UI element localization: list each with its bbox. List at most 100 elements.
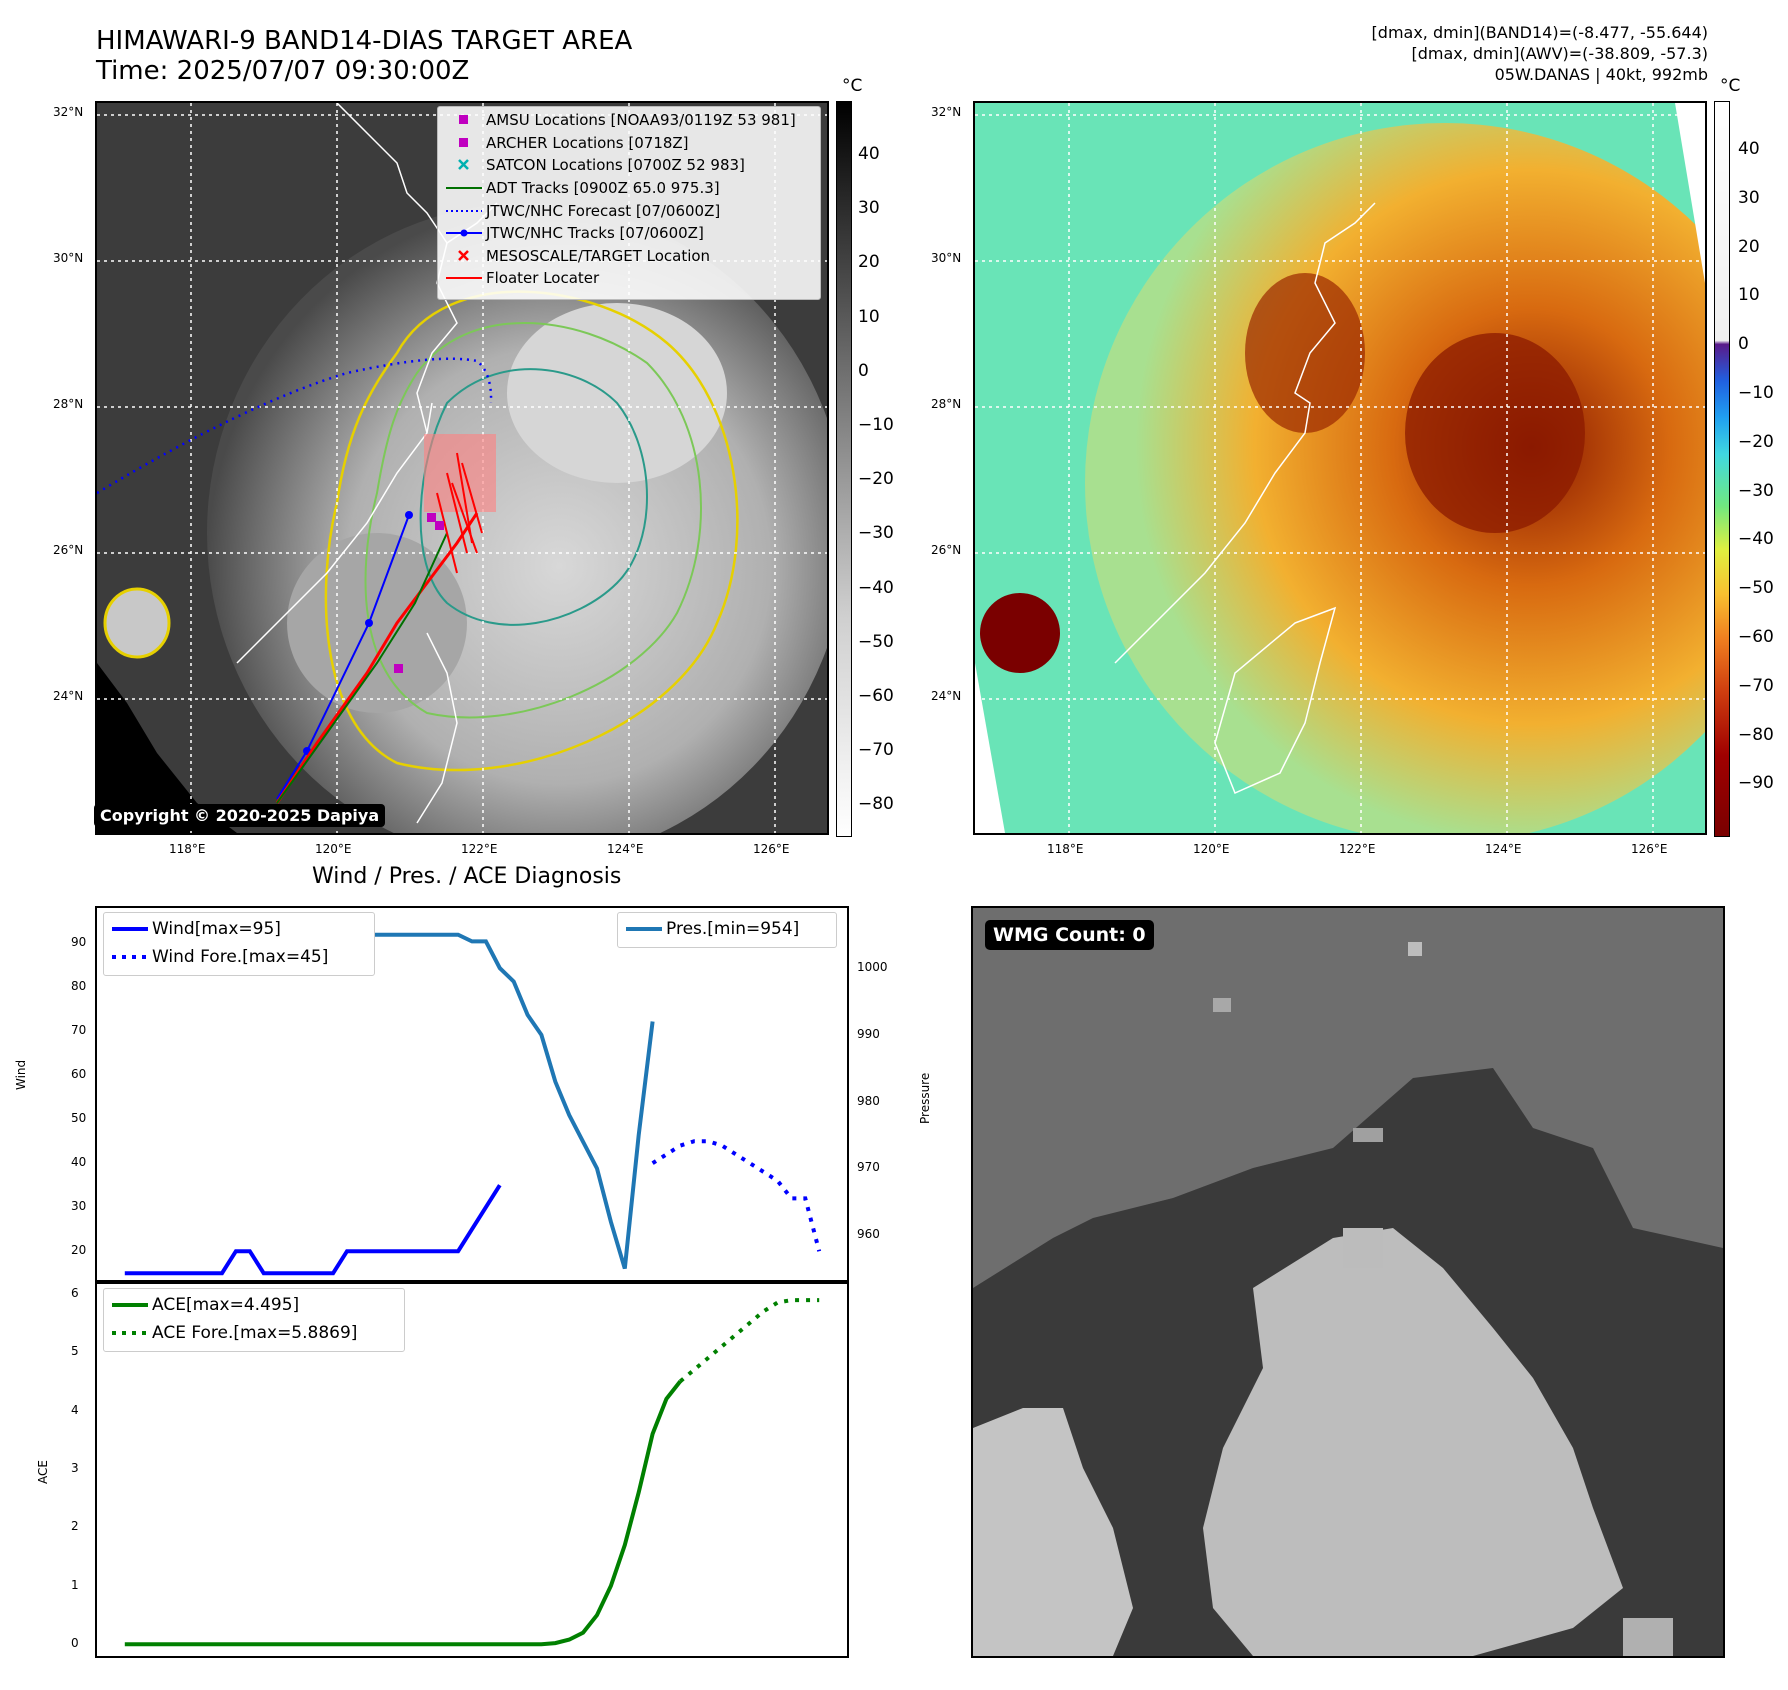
colorbar-tick-label: 30	[1738, 187, 1760, 208]
legend-box-1: AMSU Locations [NOAA93/0119Z 53 981] ARCH…	[437, 106, 821, 300]
wind-axis-label: Wind	[14, 1059, 28, 1090]
diagnosis-title: Wind / Pres. / ACE Diagnosis	[312, 864, 622, 889]
legend-item: AMSU Locations [NOAA93/0119Z 53 981]	[442, 109, 816, 132]
legend-item: Wind[max=95]	[108, 915, 370, 943]
legend-item: Floater Locater	[442, 267, 816, 290]
legend-symbol	[442, 112, 486, 128]
info-awv: [dmax, dmin](AWV)=(-38.809, -57.3)	[1411, 44, 1708, 63]
colorbar-tick-label: −10	[858, 415, 894, 435]
legend-symbol	[442, 180, 486, 196]
colorbar-tick-label: 40	[858, 144, 880, 164]
ace-plot	[124, 1298, 820, 1647]
legend-label: ACE Fore.[max=5.8869]	[152, 1323, 358, 1343]
lat-tick-label: 30°N	[931, 251, 962, 265]
legend-1: AMSU Locations [NOAA93/0119Z 53 981] ARCH…	[437, 106, 821, 300]
y-tick-label: 90	[71, 935, 87, 950]
series-line-1	[679, 1298, 820, 1383]
lon-tick-label: 122°E	[461, 842, 498, 856]
legend-label: Wind[max=95]	[152, 919, 281, 939]
awv-map	[975, 103, 1705, 833]
legend-label: JTWC/NHC Tracks [07/0600Z]	[486, 224, 704, 243]
colorbar-tick-label: −40	[1738, 529, 1774, 550]
figure-title: HIMAWARI-9 BAND14-DIAS TARGET AREA Time:…	[96, 26, 632, 86]
info-band14: [dmax, dmin](BAND14)=(-8.477, -55.644)	[1371, 23, 1708, 42]
legend-label: SATCON Locations [0700Z 52 983]	[486, 156, 745, 175]
legend-label: MESOSCALE/TARGET Location	[486, 246, 711, 265]
lat-tick-label: 24°N	[931, 689, 962, 703]
colorbar-tick-label: 0	[1738, 334, 1749, 355]
lat-tick-label: 32°N	[931, 105, 962, 119]
lon-tick-label: 120°E	[315, 842, 352, 856]
colorbar-1-unit: °C	[842, 76, 863, 96]
y-tick-label: 0	[71, 1636, 79, 1651]
y-tick-label: 70	[71, 1023, 87, 1038]
legend-symbol	[108, 949, 152, 965]
colorbar-tick-label: 0	[858, 360, 869, 381]
y-tick-label-right: 990	[857, 1026, 880, 1041]
y-tick-label: 6	[71, 1285, 79, 1300]
legend-label: Pres.[min=954]	[666, 919, 800, 939]
y-tick-label: 1	[71, 1577, 79, 1592]
y-tick-label-right: 960	[857, 1227, 880, 1242]
colorbar-tick-label: −60	[858, 686, 894, 706]
y-tick-label: 5	[71, 1344, 79, 1359]
legend-symbol	[442, 203, 486, 219]
lat-tick-label: 30°N	[53, 251, 84, 265]
series-line-1	[651, 1139, 822, 1252]
colorbar-tick-label: 20	[858, 252, 880, 273]
legend-1-rows: AMSU Locations [NOAA93/0119Z 53 981] ARCH…	[438, 107, 820, 292]
legend-item: ARCHER Locations [0718Z]	[442, 132, 816, 155]
series-line-0	[124, 1184, 502, 1276]
legend-label: ADT Tracks [0900Z 65.0 975.3]	[486, 179, 720, 198]
copyright-label: Copyright © 2020-2025 Dapiya	[94, 804, 386, 827]
legend-symbol	[622, 921, 666, 937]
ace-panel	[95, 1280, 849, 1658]
y-tick-label: 2	[71, 1519, 79, 1534]
wind-legend: Wind[max=95] Wind Fore.[max=45]	[103, 912, 375, 976]
legend-symbol	[442, 248, 486, 264]
colorbar-tick-label: −20	[1738, 431, 1774, 452]
colorbar-tick-label: 20	[1738, 236, 1760, 257]
y-tick-label: 50	[71, 1111, 87, 1126]
legend-symbol	[442, 157, 486, 173]
legend-label: Floater Locater	[486, 269, 600, 288]
wind-legend-rows: Wind[max=95] Wind Fore.[max=45]	[104, 913, 374, 973]
colorbar-tick-label: −60	[1738, 627, 1774, 647]
colorbar-tick-label: −40	[858, 577, 894, 598]
info-storm: 05W.DANAS | 40kt, 992mb	[1494, 65, 1708, 84]
legend-item: ACE Fore.[max=5.8869]	[108, 1319, 400, 1347]
pressure-legend: Pres.[min=954]	[617, 912, 837, 948]
y-tick-label: 30	[71, 1199, 87, 1214]
series-line-0	[124, 1380, 682, 1647]
lon-tick-label: 118°E	[1047, 842, 1084, 856]
legend-symbol	[442, 135, 486, 151]
colorbar-1	[836, 101, 852, 837]
legend-item: MESOSCALE/TARGET Location	[442, 245, 816, 268]
lon-tick-label: 120°E	[1193, 842, 1230, 856]
y-tick-label-right: 970	[857, 1160, 880, 1175]
colorbar-tick-label: 10	[858, 306, 880, 327]
title-line-1: HIMAWARI-9 BAND14-DIAS TARGET AREA	[96, 26, 633, 56]
colorbar-2	[1714, 101, 1730, 837]
colorbar-tick-label: −50	[1738, 578, 1774, 599]
colorbar-tick-label: −80	[1738, 724, 1774, 745]
colorbar-tick-label: 40	[1738, 139, 1760, 159]
lat-tick-label: 28°N	[931, 397, 962, 411]
lon-tick-label: 124°E	[607, 842, 644, 856]
legend-symbol	[442, 270, 486, 286]
pressure-axis-label: Pressure	[918, 1072, 932, 1124]
y-tick-label: 3	[71, 1461, 79, 1475]
lon-tick-label: 122°E	[1339, 842, 1376, 856]
colorbar-tick-label: −70	[858, 740, 894, 761]
legend-label: AMSU Locations [NOAA93/0119Z 53 981]	[486, 111, 796, 130]
ace-axis-label: ACE	[36, 1460, 50, 1484]
y-tick-label: 40	[71, 1155, 87, 1170]
lat-tick-label: 26°N	[53, 543, 84, 557]
legend-label: JTWC/NHC Forecast [07/0600Z]	[486, 201, 721, 220]
legend-symbol	[442, 225, 486, 241]
lat-tick-label: 24°N	[53, 689, 84, 703]
lat-tick-label: 28°N	[53, 397, 84, 411]
legend-label: ACE[max=4.495]	[152, 1295, 300, 1315]
y-tick-label: 60	[71, 1067, 87, 1082]
legend-item: ACE[max=4.495]	[108, 1291, 400, 1319]
